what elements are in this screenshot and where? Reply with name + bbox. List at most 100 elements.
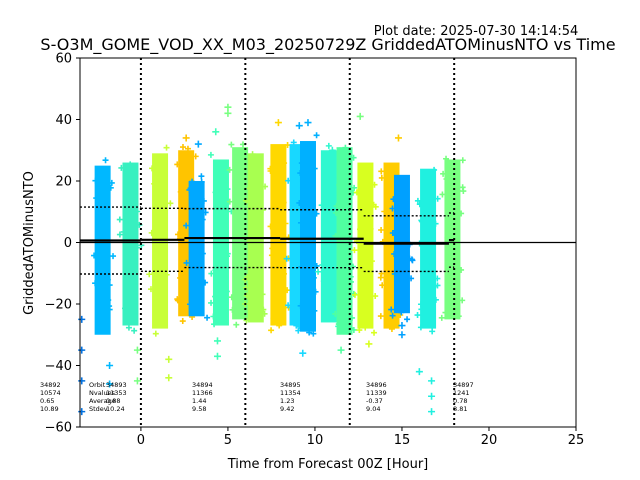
scatter-point [432, 296, 439, 303]
scatter-point [379, 282, 386, 289]
scatter-point [371, 181, 378, 188]
scatter-point [404, 316, 411, 323]
scatter-point [127, 161, 134, 168]
scatter-point [200, 279, 207, 286]
scatter-point [372, 293, 379, 300]
scatter-point [393, 231, 400, 238]
scatter-point [153, 261, 160, 268]
outlier-point [213, 337, 221, 345]
scatter-point [157, 176, 164, 183]
outlier-point [398, 331, 406, 339]
scatter-point [122, 279, 129, 286]
scatter-point [221, 217, 228, 224]
scatter-point [439, 191, 446, 198]
scatter-point [248, 309, 255, 316]
stat-row-label: Stdev [89, 405, 108, 413]
scatter-point [161, 307, 168, 314]
scatter-point [307, 297, 314, 304]
scatter-point [398, 309, 405, 316]
scatter-point [458, 210, 465, 217]
outlier-point [304, 119, 312, 127]
scatter-point [392, 321, 399, 328]
scatter-point [325, 193, 332, 200]
scatter-point [347, 278, 354, 285]
scatter-point [240, 297, 247, 304]
scatter-point [239, 217, 246, 224]
scatter-point [298, 160, 305, 167]
scatter-point [187, 301, 194, 308]
scatter-point [131, 327, 138, 334]
scatter-point [367, 225, 374, 232]
scatter-point [269, 245, 276, 252]
scatter-point [282, 220, 289, 227]
scatter-point [297, 170, 304, 177]
axes: 0 5 10 15 20 25 −60 −40 −20 0 20 40 60 [45, 52, 585, 449]
scatter-point [349, 263, 356, 270]
scatter-point [430, 283, 437, 290]
scatter-point [447, 279, 454, 286]
scatter-point [270, 315, 277, 322]
outlier-point [224, 109, 232, 117]
scatter-point [210, 313, 217, 320]
cluster-core [122, 162, 139, 326]
scatter-point [259, 291, 266, 298]
orbit-stat-nvalues: 1241 [453, 389, 470, 397]
scatter-point [318, 202, 325, 209]
scatter-point [98, 179, 105, 186]
scatter-point [234, 281, 241, 288]
scatter-point [336, 181, 343, 188]
scatter-point [419, 218, 426, 225]
scatter-point [267, 223, 274, 230]
scatter-point [104, 317, 111, 324]
orbit-stat-average: 0.78 [453, 397, 467, 405]
scatter-point [432, 220, 439, 227]
scatter-point [459, 157, 466, 164]
scatter-point [101, 321, 108, 328]
scatter-point [248, 256, 255, 263]
scatter-point [388, 325, 395, 332]
x-tick-label: 25 [568, 433, 585, 448]
scatter-point [189, 192, 196, 199]
scatter-point [389, 205, 396, 212]
scatter-point [104, 276, 111, 283]
orbit-stat-average: 1.44 [192, 397, 206, 405]
x-tick-label: 10 [307, 433, 324, 448]
scatter-point [311, 307, 318, 314]
stat-row-label: Nvalues [89, 389, 116, 397]
orbit-stat-orbit: 34897 [453, 381, 474, 389]
scatter-point [268, 327, 275, 334]
scatter-point [191, 263, 198, 270]
orbit-stat-average: 0.88 [106, 397, 120, 405]
scatter-point [368, 258, 375, 265]
scatter-point [182, 254, 189, 261]
outlier-point [428, 408, 436, 416]
scatter-point [311, 165, 318, 172]
scatter-point [134, 244, 141, 251]
scatter-point [276, 158, 283, 165]
scatter-point [131, 277, 138, 284]
scatter-point [246, 238, 253, 245]
scatter-point [297, 302, 304, 309]
scatter-point [417, 301, 424, 308]
outlier-point [337, 346, 345, 354]
stat-row-label: Orbit [89, 381, 106, 389]
scatter-cluster [332, 144, 358, 335]
scatter-point [360, 302, 367, 309]
outlier-point [398, 322, 406, 330]
scatter-point [427, 262, 434, 269]
scatter-point [362, 324, 369, 331]
scatter-point [261, 310, 268, 317]
outlier-point [78, 346, 86, 354]
scatter-point [371, 329, 378, 336]
scatter-point [147, 286, 154, 293]
orbit-stat-nvalues: 11354 [280, 389, 301, 397]
scatter-point [106, 282, 113, 289]
scatter-point [378, 174, 385, 181]
scatter-point [281, 160, 288, 167]
outlier-point [213, 352, 221, 360]
orbit-stat-stdev: 8.81 [453, 405, 467, 413]
scatter-point [293, 185, 300, 192]
outlier-point [133, 346, 141, 354]
scatter-point [417, 324, 424, 331]
